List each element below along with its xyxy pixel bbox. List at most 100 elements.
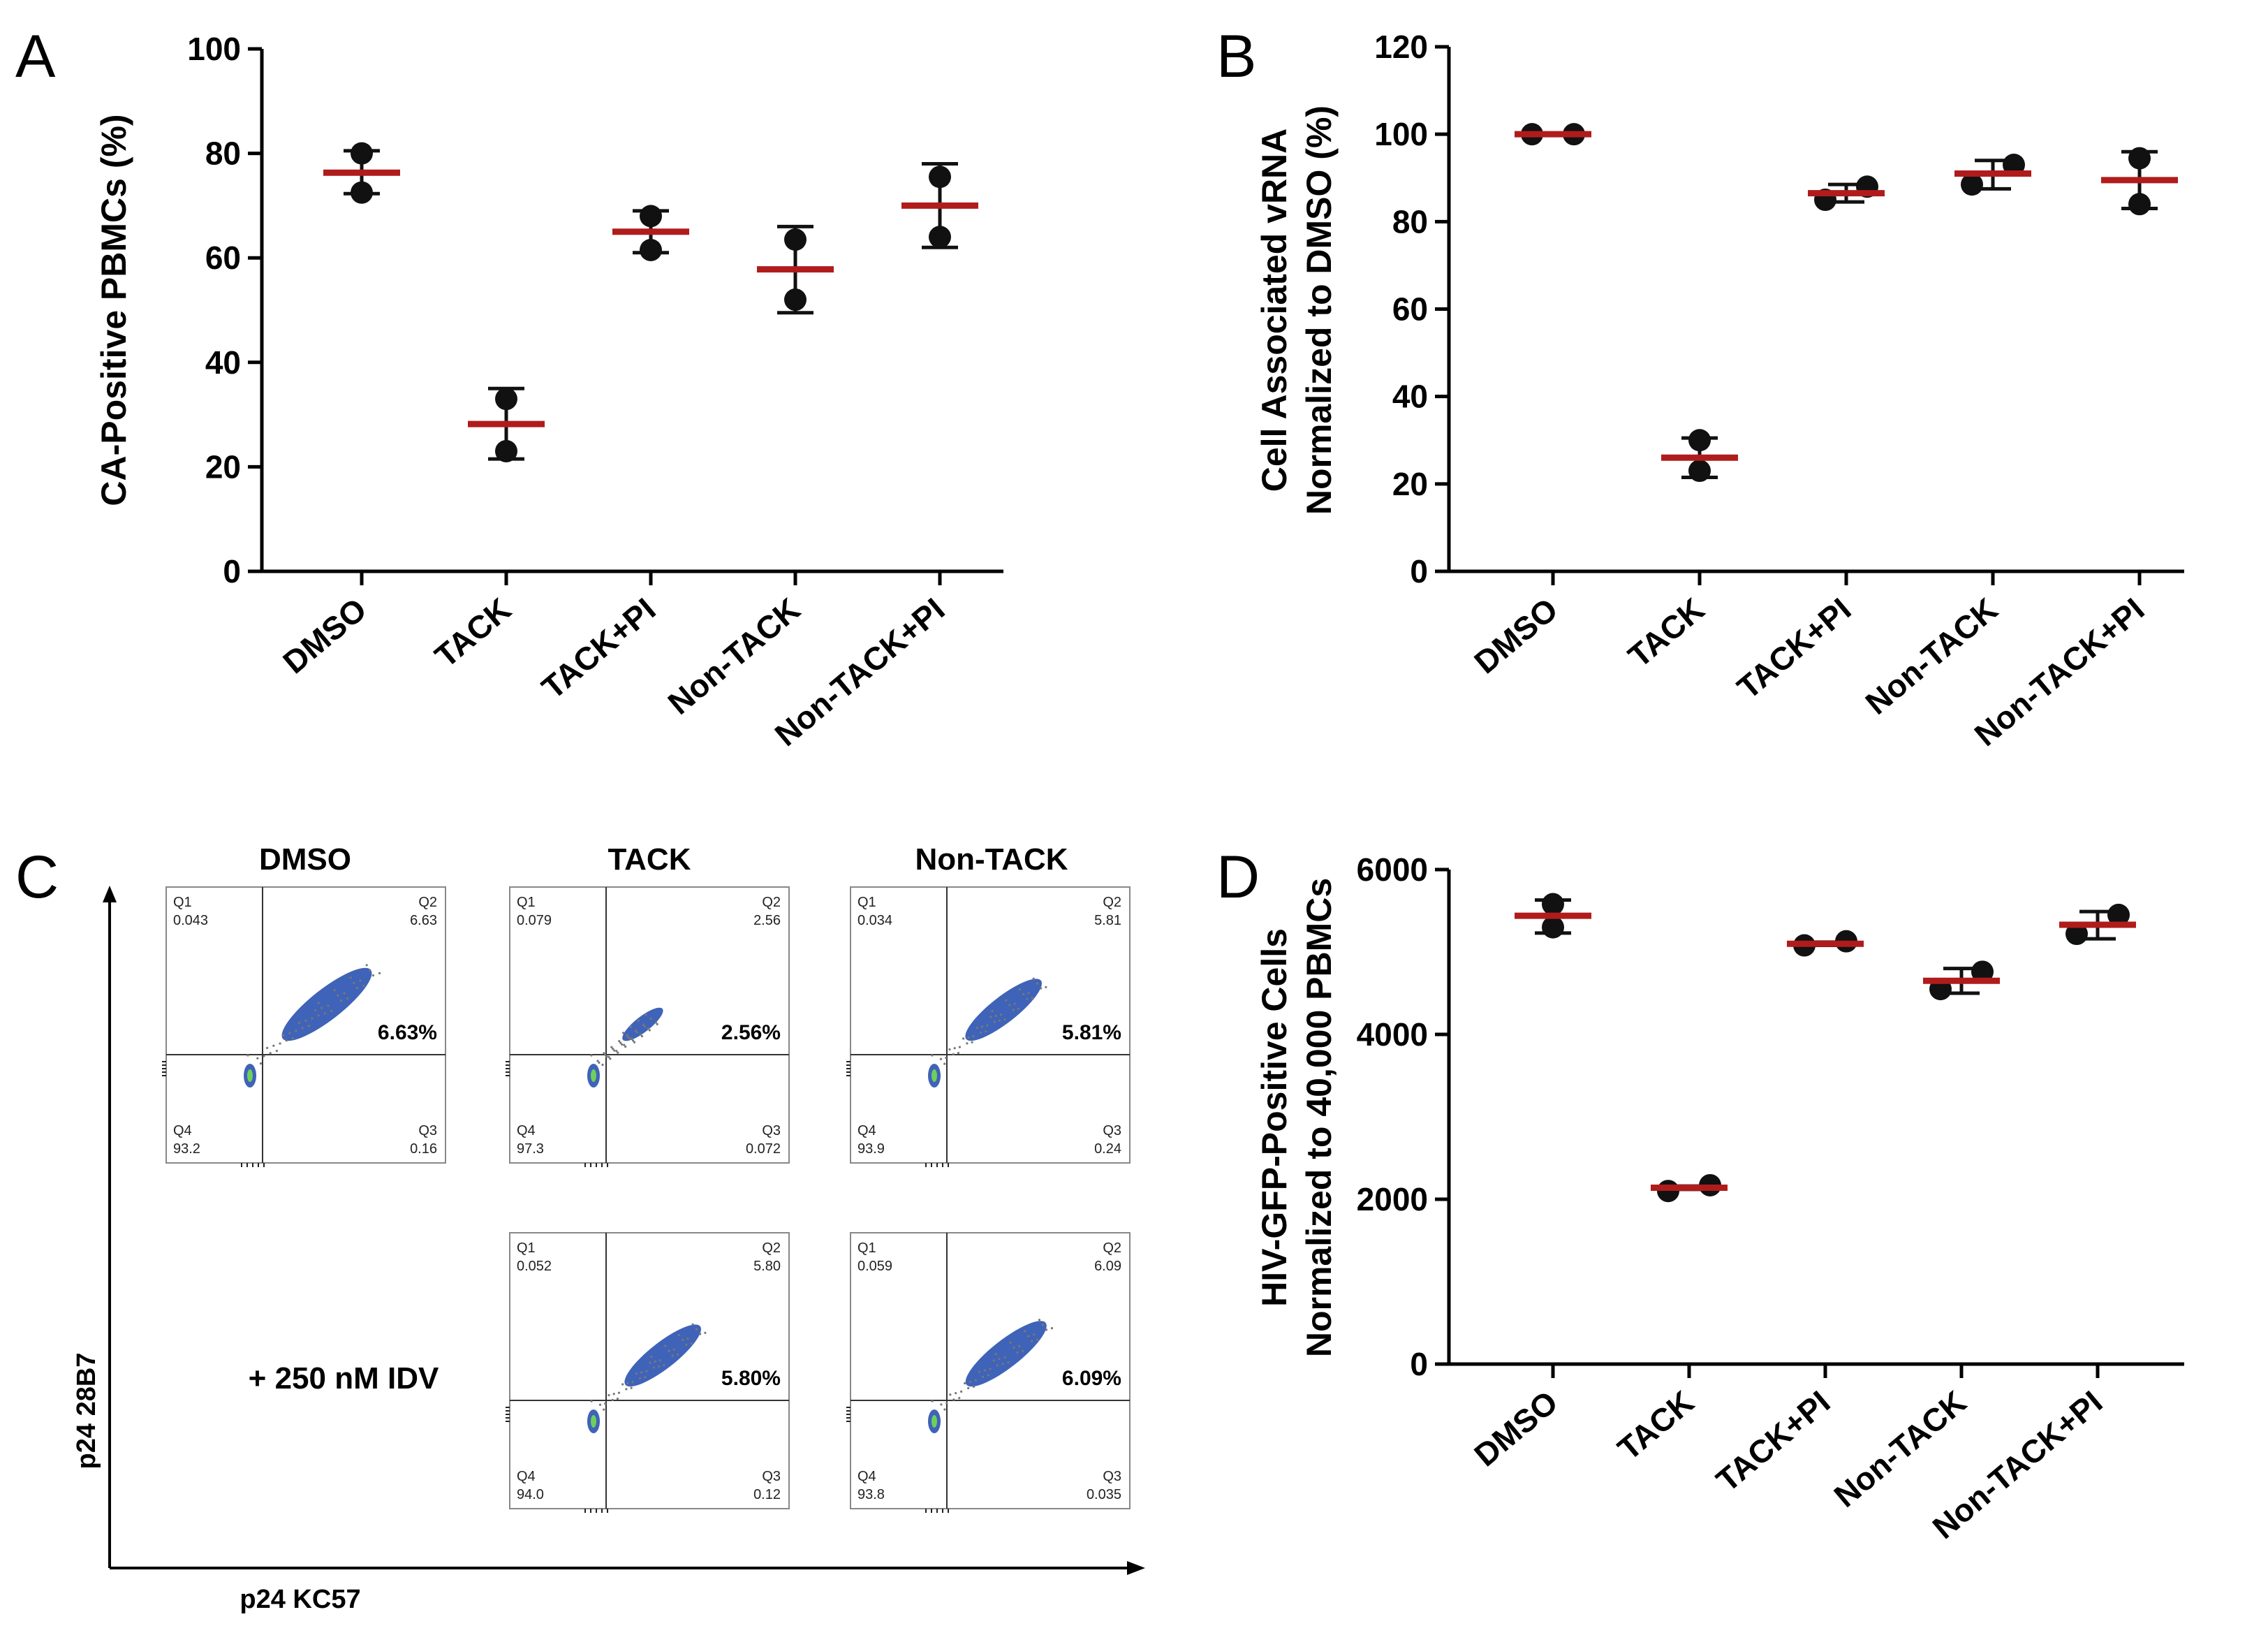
flow-x-axis-label: p24 KC57: [240, 1585, 360, 1614]
chart-b: 0 20 40 60 80 100 120 DMSO TACK TACK+PI Non-TACK No…: [1255, 29, 2184, 753]
data-point: [495, 388, 517, 411]
flow-header-dmso: DMSO: [259, 842, 351, 877]
category-label: TACK+PI: [1709, 1384, 1837, 1499]
event-dot: [648, 1029, 651, 1032]
flow-y-axis-arrowhead: [103, 886, 117, 902]
y-axis-title: HIV-GFP-Positive Cells: [1255, 928, 1294, 1307]
y-tick-label: 100: [1374, 116, 1428, 152]
q1-value: 0.043: [173, 913, 208, 928]
data-point: [351, 142, 373, 165]
event-dot: [634, 1030, 638, 1032]
event-dot: [333, 989, 336, 992]
event-dot: [349, 976, 352, 979]
data-point: [495, 439, 517, 462]
event-dot: [1036, 982, 1038, 985]
q2-percent-label: 6.09%: [1062, 1367, 1121, 1390]
q3-value: 0.12: [753, 1487, 781, 1502]
q3-value: 0.24: [1094, 1141, 1121, 1157]
event-dot: [957, 1052, 960, 1055]
q3-label: Q3: [1103, 1469, 1121, 1484]
event-dot: [603, 1408, 605, 1411]
event-dot: [999, 1013, 1003, 1016]
event-dot: [989, 1016, 992, 1018]
flow-panel: DMSO TACK Non-TACK + 250 nM IDV p24 28B7…: [72, 842, 1145, 1614]
y-tick-label: 20: [205, 448, 241, 485]
event-dot: [1009, 1341, 1012, 1344]
q1-label: Q1: [857, 1240, 876, 1256]
data-point: [784, 288, 807, 312]
panel-letter-b: B: [1216, 23, 1256, 90]
event-dot: [601, 1063, 604, 1067]
q1-label: Q1: [517, 1240, 536, 1256]
event-dot: [931, 1400, 934, 1402]
event-dot: [327, 1004, 330, 1007]
event-dot: [958, 1397, 961, 1400]
flow-plot: Q1 0.043 Q2 6.63 Q4 93.2 Q3 0.16 6.63%: [162, 886, 446, 1167]
flow-plot: Q1 0.052 Q2 5.80 Q4 94.0 Q3 0.12 5.80%: [506, 1232, 790, 1513]
event-dot: [640, 1371, 643, 1374]
event-dot: [943, 1062, 946, 1065]
event-dot: [677, 1334, 681, 1337]
data-point: [351, 181, 373, 204]
q1-label: Q1: [517, 895, 536, 910]
event-dot: [1050, 1327, 1054, 1330]
y-tick-label: 4000: [1357, 1016, 1428, 1053]
event-dot: [671, 1354, 674, 1357]
event-dot: [317, 1014, 320, 1017]
y-axis-title: Cell Associated vRNA: [1255, 129, 1294, 492]
q2-value: 5.81: [1094, 913, 1121, 928]
q4-value: 97.3: [517, 1141, 544, 1157]
event-dot: [699, 1333, 702, 1335]
event-dot: [362, 984, 365, 987]
event-dot: [628, 1037, 631, 1040]
event-dot: [339, 999, 342, 1002]
event-dot: [631, 1037, 633, 1041]
event-dot: [266, 1046, 269, 1049]
event-dot: [371, 974, 375, 977]
flow-x-axis-arrowhead: [1127, 1561, 1145, 1575]
event-dot: [1005, 999, 1008, 1002]
flow-plot: Q1 0.079 Q2 2.56 Q4 97.3 Q3 0.072 2.56%: [506, 886, 790, 1167]
event-dot: [649, 1017, 652, 1020]
category-label: TACK: [428, 591, 518, 675]
event-dot: [682, 1338, 684, 1342]
data-point: [2128, 147, 2151, 170]
event-dot: [966, 1042, 969, 1045]
event-dot: [1024, 1330, 1026, 1333]
event-dot: [664, 1345, 667, 1347]
event-dot: [663, 1364, 665, 1367]
q1-value: 0.052: [517, 1259, 552, 1274]
y-tick-label: 80: [205, 136, 241, 172]
flow-plots: Q1 0.043 Q2 6.63 Q4 93.2 Q3 0.16 6.63% Q1 0.079 Q2 2…: [162, 886, 1131, 1513]
event-dot: [1001, 1363, 1004, 1365]
event-dot: [610, 1046, 613, 1048]
category-label: TACK+PI: [1730, 591, 1858, 706]
event-dot: [612, 1048, 614, 1050]
data-point: [2107, 903, 2130, 926]
event-dot: [301, 1027, 304, 1030]
event-dot: [285, 1039, 288, 1042]
event-dot: [307, 1025, 310, 1027]
event-dot: [952, 1398, 955, 1401]
q2-density-cluster: [281, 967, 372, 1041]
event-dot: [1003, 1356, 1006, 1359]
event-dot: [955, 1391, 957, 1395]
event-dot: [272, 1044, 275, 1047]
event-dot: [676, 1353, 679, 1356]
event-dot: [612, 1393, 615, 1396]
y-tick-label: 120: [1374, 29, 1428, 65]
y-tick-label: 60: [1392, 291, 1428, 328]
data-point: [929, 226, 951, 249]
event-dot: [996, 1364, 999, 1367]
event-dot: [639, 1377, 642, 1380]
q2-value: 6.63: [410, 913, 437, 928]
event-dot: [1017, 1007, 1020, 1010]
event-dot: [590, 1400, 593, 1402]
data-point: [1688, 460, 1711, 483]
event-dot: [295, 1030, 297, 1032]
event-dot: [613, 1049, 616, 1052]
event-dot: [616, 1398, 619, 1400]
